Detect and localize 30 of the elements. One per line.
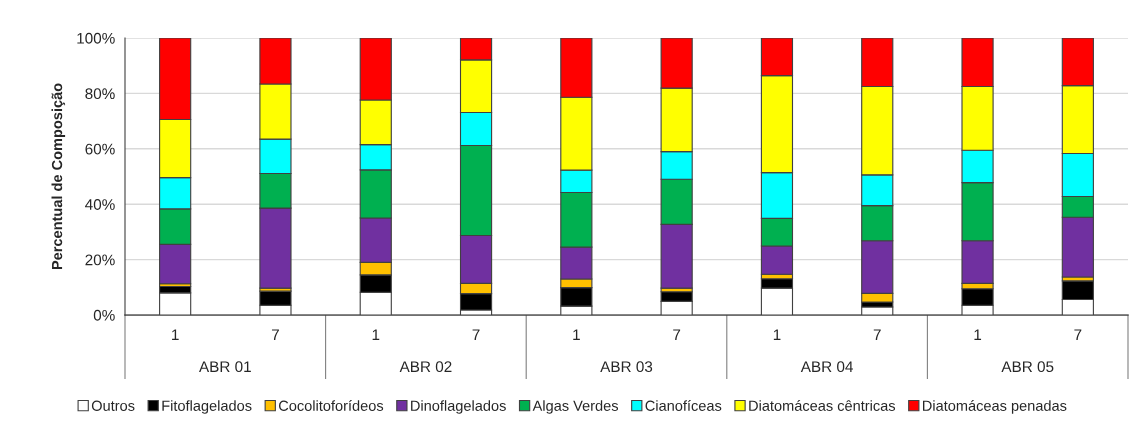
legend-label: Cocolitoforídeos xyxy=(279,400,384,411)
y-tick-label: 60% xyxy=(85,143,115,155)
text: ABR 02 xyxy=(399,361,452,373)
y-tick-label: 0% xyxy=(93,309,115,321)
legend-label: Diatomáceas cêntricas xyxy=(749,400,896,411)
y-axis-title: Percentual de Composição xyxy=(51,83,66,270)
x-tick-label: 1 xyxy=(573,329,580,340)
x-tick-label: 7 xyxy=(873,329,881,340)
text: ABR 05 xyxy=(1001,361,1054,373)
legend-label: Outros xyxy=(91,400,135,411)
x-tick-label: 1 xyxy=(372,329,380,340)
text: ABR 01 xyxy=(199,361,251,373)
text: ABR 03 xyxy=(600,361,653,373)
legend-label: Dinoflagelados xyxy=(411,400,506,414)
x-tick-label: 7 xyxy=(271,329,279,340)
legend-label: Cianofíceas xyxy=(645,400,722,411)
x-tick-label: 1 xyxy=(974,329,982,340)
y-tick-label: 40% xyxy=(85,199,115,210)
y-tick-label: 80% xyxy=(85,88,115,100)
legend-label: Diatomáceas penadas xyxy=(923,400,1067,414)
x-tick-label: 7 xyxy=(472,329,480,340)
legend-label: Fitoflagelados xyxy=(162,400,252,414)
x-tick-label: 1 xyxy=(773,329,781,340)
x-tick-label: 7 xyxy=(1074,329,1082,340)
legend-label: Algas Verdes xyxy=(532,400,619,414)
y-tick-label: 20% xyxy=(85,254,115,266)
x-tick-label: 1 xyxy=(172,329,179,340)
text: ABR 04 xyxy=(800,361,853,373)
x-tick-label: 7 xyxy=(673,329,681,340)
y-tick-label: 100% xyxy=(77,32,115,44)
